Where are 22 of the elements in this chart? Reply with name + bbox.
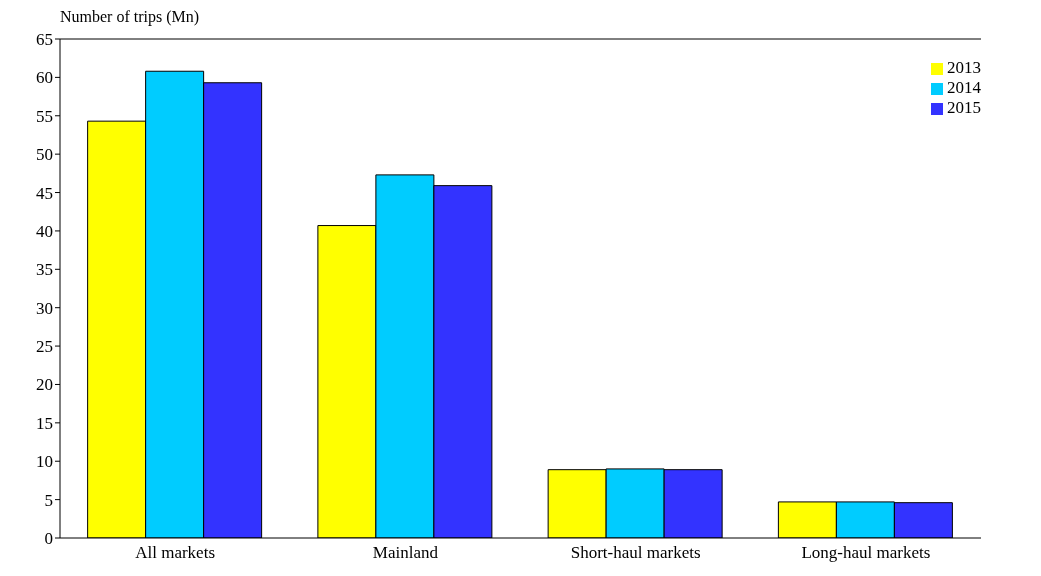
legend-label: 2014 (947, 78, 981, 97)
y-tick-label: 55 (36, 106, 53, 126)
legend-label: 2013 (947, 58, 981, 77)
y-tick-label: 10 (36, 452, 53, 472)
y-tick-label: 40 (36, 221, 53, 241)
y-tick-label: 45 (36, 183, 53, 203)
legend-label: 2015 (947, 98, 981, 117)
y-tick-label: 15 (36, 413, 53, 433)
x-tick-label: Long-haul markets (801, 543, 931, 563)
y-axis-title: Number of trips (Mn) (60, 8, 200, 26)
y-tick-label: 20 (36, 375, 53, 395)
y-tick-label: 65 (36, 30, 53, 50)
x-tick-label: Mainland (372, 543, 439, 563)
y-tick-label: 5 (44, 490, 53, 510)
y-tick-label: 35 (36, 260, 53, 280)
x-tick-label: Short-haul markets (570, 543, 701, 563)
y-tick-label: 50 (36, 145, 53, 165)
x-tick-label: All markets (135, 543, 216, 563)
y-tick-label: 0 (44, 529, 53, 549)
y-tick-label: 60 (36, 68, 53, 88)
y-tick-label: 25 (36, 337, 53, 357)
y-tick-label: 30 (36, 298, 53, 318)
